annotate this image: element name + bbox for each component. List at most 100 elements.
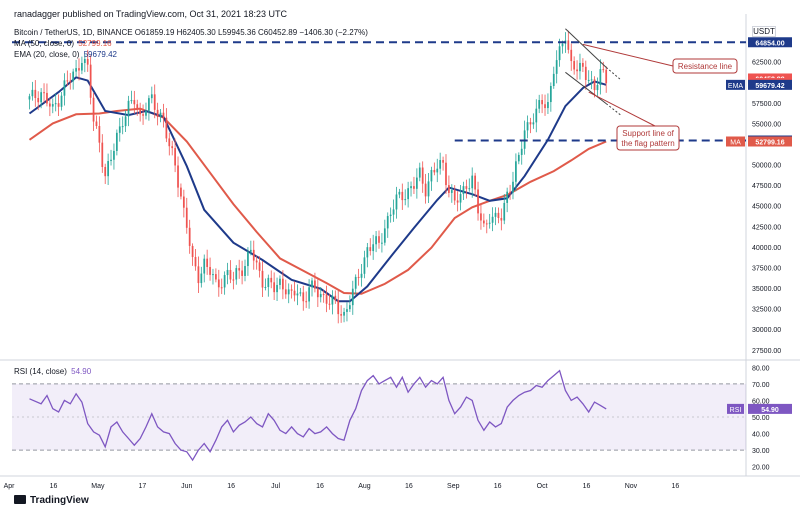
candle-body	[185, 207, 188, 228]
symbol-legend[interactable]: Bitcoin / TetherUS, 1D, BINANCE O61859.1…	[14, 28, 368, 37]
candle-body	[171, 146, 174, 149]
candle-body	[48, 103, 51, 107]
candle-body	[363, 257, 366, 274]
candle-body	[282, 278, 284, 290]
candle-body	[552, 73, 555, 87]
time-tick-label: 16	[671, 483, 679, 490]
candle-body	[506, 191, 509, 203]
candle-body	[159, 112, 162, 117]
candle-body	[331, 295, 334, 305]
candle-body	[72, 71, 75, 82]
candle-body	[130, 100, 133, 102]
candle-body	[421, 167, 424, 184]
candle-body	[357, 276, 360, 278]
price-tick-label: 32500.00	[752, 307, 781, 314]
candle-body	[439, 160, 442, 169]
line-price-tag	[748, 37, 792, 48]
price-tick-label: 35000.00	[752, 286, 781, 293]
candle-body	[34, 89, 37, 99]
rsi-legend[interactable]: RSI (14, close) 54.90	[14, 367, 91, 376]
tradingview-logo-icon	[14, 495, 26, 504]
candle-body	[497, 212, 500, 218]
rsi-tag-text: RSI	[730, 407, 742, 414]
candle-body	[430, 169, 433, 182]
candle-body	[538, 100, 541, 109]
candle-body	[526, 122, 529, 131]
candle-body	[436, 168, 439, 173]
candle-body	[92, 97, 95, 122]
grid	[0, 14, 800, 477]
candle-body	[78, 68, 80, 71]
candle-body	[381, 242, 383, 244]
candle-body	[270, 277, 273, 283]
rsi-legend-label: RSI (14, close)	[14, 367, 67, 376]
price-tick-label: 50000.00	[752, 163, 781, 170]
candle-body	[124, 116, 127, 127]
currency-badge[interactable]: USDT	[752, 26, 776, 37]
candle-body	[148, 98, 150, 111]
candle-body	[448, 185, 450, 193]
candle-body	[558, 46, 561, 61]
resistance-callout-pointer	[582, 43, 674, 67]
time-tick-label: 16	[494, 483, 502, 490]
candle-body	[43, 92, 45, 94]
candle-body	[407, 188, 410, 200]
ma-legend[interactable]: MA (50, close, 0) 52799.16	[14, 39, 112, 48]
candle-body	[427, 181, 430, 197]
candle-body	[206, 258, 209, 268]
candle-body	[299, 292, 302, 294]
candle-body	[340, 314, 343, 316]
candle-body	[203, 258, 206, 274]
price-tick-label: 30000.00	[752, 327, 781, 334]
time-tick-label: Apr	[4, 483, 16, 490]
candle-body	[40, 92, 43, 103]
candle-body	[118, 126, 121, 133]
candle-body	[197, 266, 200, 284]
candle-body	[582, 62, 584, 67]
time-tick-label: 16	[227, 483, 235, 490]
candle-body	[547, 102, 549, 109]
candle-body	[593, 79, 596, 91]
candle-body	[424, 183, 427, 197]
time-tick-label: May	[91, 483, 105, 490]
rsi-panel: 80.00 70.00 60.00 50.00 40.00 30.00 20.00 54.90…	[12, 365, 792, 472]
support-callout-text-1: Support line of	[622, 129, 674, 138]
time-tick-label: 16	[583, 483, 591, 490]
candle-body	[177, 165, 179, 188]
candle-body	[576, 69, 578, 72]
candle-body	[302, 292, 305, 302]
candle-body	[249, 249, 252, 252]
rsi-line	[29, 369, 607, 462]
candle-body	[194, 257, 197, 267]
candle-body	[215, 274, 217, 280]
candle-body	[322, 294, 325, 296]
candle-body	[517, 154, 520, 162]
candle-body	[232, 279, 235, 281]
rsi-tick-label: 30.00	[752, 448, 770, 455]
candle-body	[535, 108, 538, 123]
candle-body	[46, 92, 48, 104]
candle-body	[296, 293, 299, 296]
flag-upper-line	[565, 28, 607, 68]
candle-body	[442, 160, 444, 163]
ema-20-path	[28, 76, 607, 303]
candle-body	[369, 247, 372, 252]
ema-legend[interactable]: EMA (20, close, 0) 59679.42	[14, 50, 117, 59]
time-tick-label: Nov	[625, 483, 638, 490]
candle-body	[311, 280, 313, 288]
candle-body	[378, 236, 380, 243]
candle-body	[276, 284, 278, 293]
candle-body	[529, 122, 532, 125]
tradingview-logo[interactable]: TradingView	[14, 495, 89, 506]
candle-body	[541, 100, 543, 105]
candle-body	[98, 126, 101, 143]
ema-price-tag	[748, 79, 792, 90]
ema-price-text: 59679.42	[755, 83, 784, 90]
candle-body	[415, 177, 418, 189]
candle-body	[66, 80, 69, 82]
candle-body	[153, 94, 156, 110]
time-tick-label: 16	[316, 483, 324, 490]
rsi-tag-badge	[727, 403, 744, 414]
